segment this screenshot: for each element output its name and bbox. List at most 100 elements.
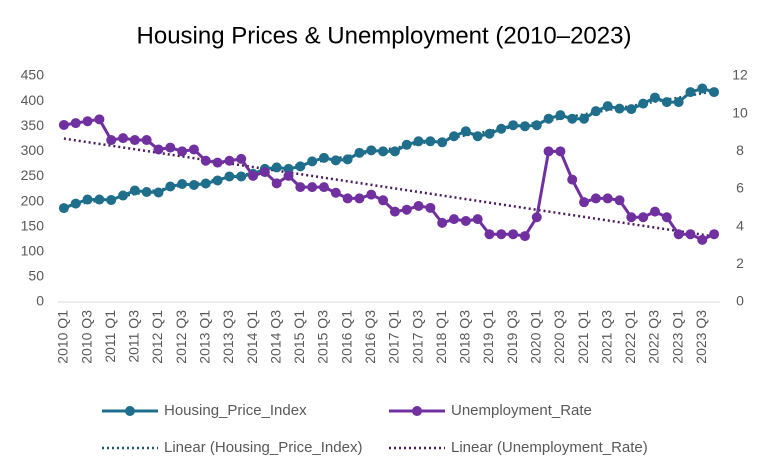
data-point bbox=[212, 175, 223, 186]
data-point bbox=[141, 187, 152, 198]
data-point bbox=[295, 161, 306, 172]
data-point bbox=[118, 133, 129, 144]
chart-title: Housing Prices & Unemployment (2010–2023… bbox=[137, 22, 632, 49]
data-point bbox=[567, 174, 578, 185]
y2-tick-label: 2 bbox=[736, 255, 744, 271]
data-point bbox=[236, 153, 247, 164]
legend-label: Linear (Housing_Price_Index) bbox=[164, 439, 362, 456]
y-tick-label: 300 bbox=[21, 142, 45, 158]
data-point bbox=[366, 189, 377, 200]
data-point bbox=[614, 103, 625, 114]
x-tick-label: 2018 Q3 bbox=[457, 310, 473, 364]
legend-label: Unemployment_Rate bbox=[451, 402, 592, 419]
data-point bbox=[460, 216, 471, 227]
data-point bbox=[519, 231, 530, 242]
data-point bbox=[413, 136, 424, 147]
data-point bbox=[496, 229, 507, 240]
data-point bbox=[141, 135, 152, 146]
x-tick-label: 2013 Q3 bbox=[220, 310, 236, 364]
data-point bbox=[425, 136, 436, 147]
y-tick-label: 250 bbox=[21, 167, 45, 183]
data-point bbox=[307, 156, 318, 167]
x-tick-label: 2021 Q1 bbox=[575, 310, 591, 364]
data-point bbox=[413, 200, 424, 211]
data-point bbox=[70, 118, 81, 129]
data-point bbox=[590, 106, 601, 117]
y-tick-label: 0 bbox=[36, 293, 44, 309]
data-point bbox=[673, 229, 684, 240]
data-point bbox=[519, 121, 530, 132]
y-tick-label: 400 bbox=[21, 92, 45, 108]
x-tick-label: 2010 Q3 bbox=[78, 310, 94, 364]
data-point bbox=[354, 147, 365, 158]
data-point bbox=[94, 114, 105, 125]
data-point bbox=[283, 163, 294, 174]
x-tick-label: 2010 Q1 bbox=[55, 310, 71, 364]
data-point bbox=[437, 137, 448, 148]
y2-tick-label: 0 bbox=[736, 293, 744, 309]
data-point bbox=[177, 146, 188, 157]
data-point bbox=[224, 155, 235, 166]
y2-tick-label: 10 bbox=[732, 104, 748, 120]
data-point bbox=[271, 178, 282, 189]
y2-tick-label: 4 bbox=[736, 217, 744, 233]
data-point bbox=[177, 178, 188, 189]
data-point bbox=[449, 214, 460, 225]
data-point bbox=[531, 120, 542, 131]
x-tick-label: 2023 Q1 bbox=[669, 310, 685, 364]
series-line bbox=[63, 117, 715, 242]
y-tick-label: 50 bbox=[28, 268, 44, 284]
data-point bbox=[389, 206, 400, 217]
x-tick-label: 2012 Q3 bbox=[173, 310, 189, 364]
data-point bbox=[153, 144, 164, 155]
data-point bbox=[484, 128, 495, 139]
x-tick-label: 2018 Q1 bbox=[433, 310, 449, 364]
data-point bbox=[318, 182, 329, 193]
data-point bbox=[685, 229, 696, 240]
data-point bbox=[567, 113, 578, 124]
y2-tick-label: 6 bbox=[736, 180, 744, 196]
data-point bbox=[283, 170, 294, 181]
y-tick-label: 100 bbox=[21, 242, 45, 258]
data-point bbox=[709, 87, 720, 98]
data-point bbox=[236, 171, 247, 182]
data-point bbox=[129, 185, 140, 196]
data-point bbox=[106, 135, 117, 146]
data-point bbox=[378, 195, 389, 206]
data-point bbox=[330, 155, 341, 166]
data-point bbox=[555, 110, 566, 121]
y-tick-label: 150 bbox=[21, 217, 45, 233]
data-point bbox=[649, 92, 660, 103]
x-tick-label: 2014 Q1 bbox=[244, 310, 260, 364]
data-point bbox=[295, 182, 306, 193]
y2-tick-label: 12 bbox=[732, 67, 748, 83]
y-tick-label: 450 bbox=[21, 67, 45, 83]
data-point bbox=[661, 212, 672, 223]
x-tick-label: 2015 Q1 bbox=[291, 310, 307, 364]
x-tick-label: 2012 Q1 bbox=[149, 310, 165, 364]
data-point bbox=[342, 154, 353, 165]
legend-label: Housing_Price_Index bbox=[164, 402, 307, 419]
data-point bbox=[200, 155, 211, 166]
x-tick-label: 2014 Q3 bbox=[267, 310, 283, 364]
data-point bbox=[661, 97, 672, 108]
x-tick-label: 2016 Q1 bbox=[338, 310, 354, 364]
y2-tick-label: 8 bbox=[736, 142, 744, 158]
data-point bbox=[58, 119, 69, 130]
x-tick-label: 2023 Q3 bbox=[693, 310, 709, 364]
data-point bbox=[697, 83, 708, 94]
data-point bbox=[508, 120, 519, 131]
x-tick-label: 2019 Q1 bbox=[480, 310, 496, 364]
data-point bbox=[401, 204, 412, 215]
x-tick-label: 2016 Q3 bbox=[362, 310, 378, 364]
x-tick-label: 2017 Q3 bbox=[409, 310, 425, 364]
data-point bbox=[58, 203, 69, 214]
data-point bbox=[602, 101, 613, 112]
x-tick-label: 2011 Q3 bbox=[126, 310, 142, 363]
data-point bbox=[626, 104, 637, 115]
data-point bbox=[354, 193, 365, 204]
data-point bbox=[626, 212, 637, 223]
data-point bbox=[342, 193, 353, 204]
data-point bbox=[472, 131, 483, 142]
